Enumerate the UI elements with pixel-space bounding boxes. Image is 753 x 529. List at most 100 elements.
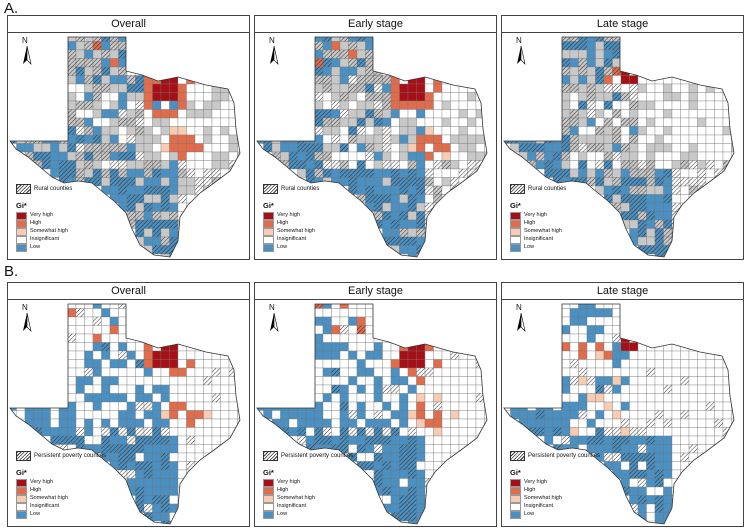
county: [177, 401, 187, 411]
county-hatch: [178, 160, 187, 169]
county-grid: [10, 37, 240, 257]
county: [475, 401, 485, 411]
county: [688, 134, 698, 144]
county: [569, 126, 579, 136]
texas-map: [9, 36, 241, 258]
county: [722, 401, 732, 411]
county: [620, 185, 630, 195]
county: [322, 401, 332, 411]
county: [177, 143, 187, 153]
county: [646, 384, 656, 394]
county: [561, 384, 571, 394]
county: [365, 367, 375, 377]
county-hatch: [357, 37, 366, 42]
north-arrow-icon: N: [514, 36, 528, 68]
county-hatch: [391, 220, 400, 229]
county-hatch: [135, 109, 144, 118]
county: [348, 151, 358, 161]
county: [697, 367, 707, 377]
legend-title: Gi*: [510, 468, 521, 477]
county: [399, 92, 409, 102]
county-hatch: [629, 504, 638, 513]
county: [424, 444, 434, 454]
county-hatch: [612, 84, 621, 93]
panel-a-late: Late stage N Rural counties Gi* Very hig…: [501, 15, 744, 260]
county: [441, 376, 451, 386]
county: [152, 143, 162, 153]
county: [101, 92, 111, 102]
county: [160, 151, 170, 161]
county-hatch: [604, 152, 613, 161]
county-hatch: [348, 427, 357, 436]
county: [569, 66, 579, 76]
county-hatch: [374, 220, 383, 229]
county: [271, 143, 281, 153]
county-hatch: [604, 58, 613, 67]
legend: Persistent poverty counties Gi* Very hig…: [16, 451, 106, 519]
county: [399, 486, 409, 496]
county-hatch: [127, 203, 136, 212]
legend-label: Low: [524, 511, 535, 518]
county-hatch: [161, 495, 170, 504]
county: [586, 41, 596, 51]
county: [612, 410, 622, 420]
county: [578, 401, 588, 411]
county: [67, 359, 77, 369]
county: [731, 151, 734, 161]
county: [152, 452, 162, 462]
county: [467, 151, 477, 161]
county: [211, 359, 221, 369]
county: [458, 134, 468, 144]
county: [169, 151, 179, 161]
county: [646, 151, 656, 161]
county: [416, 151, 426, 161]
county-hatch: [663, 220, 672, 229]
county: [135, 384, 145, 394]
county: [101, 350, 111, 360]
county: [186, 427, 196, 437]
county: [399, 350, 409, 360]
county: [629, 75, 639, 85]
county-hatch: [536, 152, 545, 161]
county: [194, 126, 204, 136]
legend-label: Very high: [524, 479, 547, 486]
county: [237, 418, 240, 428]
county-hatch: [135, 427, 144, 436]
county-hatch: [357, 427, 366, 436]
county-hatch: [604, 385, 613, 394]
county: [654, 512, 664, 522]
county-hatch: [425, 478, 434, 487]
county: [407, 117, 417, 127]
county-hatch: [595, 37, 604, 42]
county: [433, 177, 443, 187]
county: [177, 211, 187, 221]
county-hatch: [399, 461, 408, 470]
county: [475, 134, 485, 144]
county: [399, 151, 409, 161]
county: [578, 92, 588, 102]
county-hatch: [340, 50, 349, 59]
county: [373, 168, 383, 178]
county: [322, 350, 332, 360]
county: [382, 177, 392, 187]
county: [433, 168, 443, 178]
county-hatch: [365, 50, 374, 59]
county: [203, 134, 213, 144]
county: [416, 83, 426, 93]
county: [280, 134, 290, 144]
county-hatch: [348, 135, 357, 144]
county-hatch: [186, 169, 195, 178]
county: [441, 427, 451, 437]
county: [390, 350, 400, 360]
county: [314, 401, 324, 411]
legend-label: High: [30, 487, 42, 494]
county: [561, 308, 571, 318]
county: [373, 160, 383, 170]
county-hatch: [433, 194, 442, 203]
county: [714, 384, 724, 394]
county: [203, 117, 213, 127]
panel-title: Late stage: [502, 16, 743, 33]
legend: Persistent poverty counties Gi* Very hig…: [263, 451, 353, 519]
county: [126, 168, 136, 178]
county: [348, 160, 358, 170]
